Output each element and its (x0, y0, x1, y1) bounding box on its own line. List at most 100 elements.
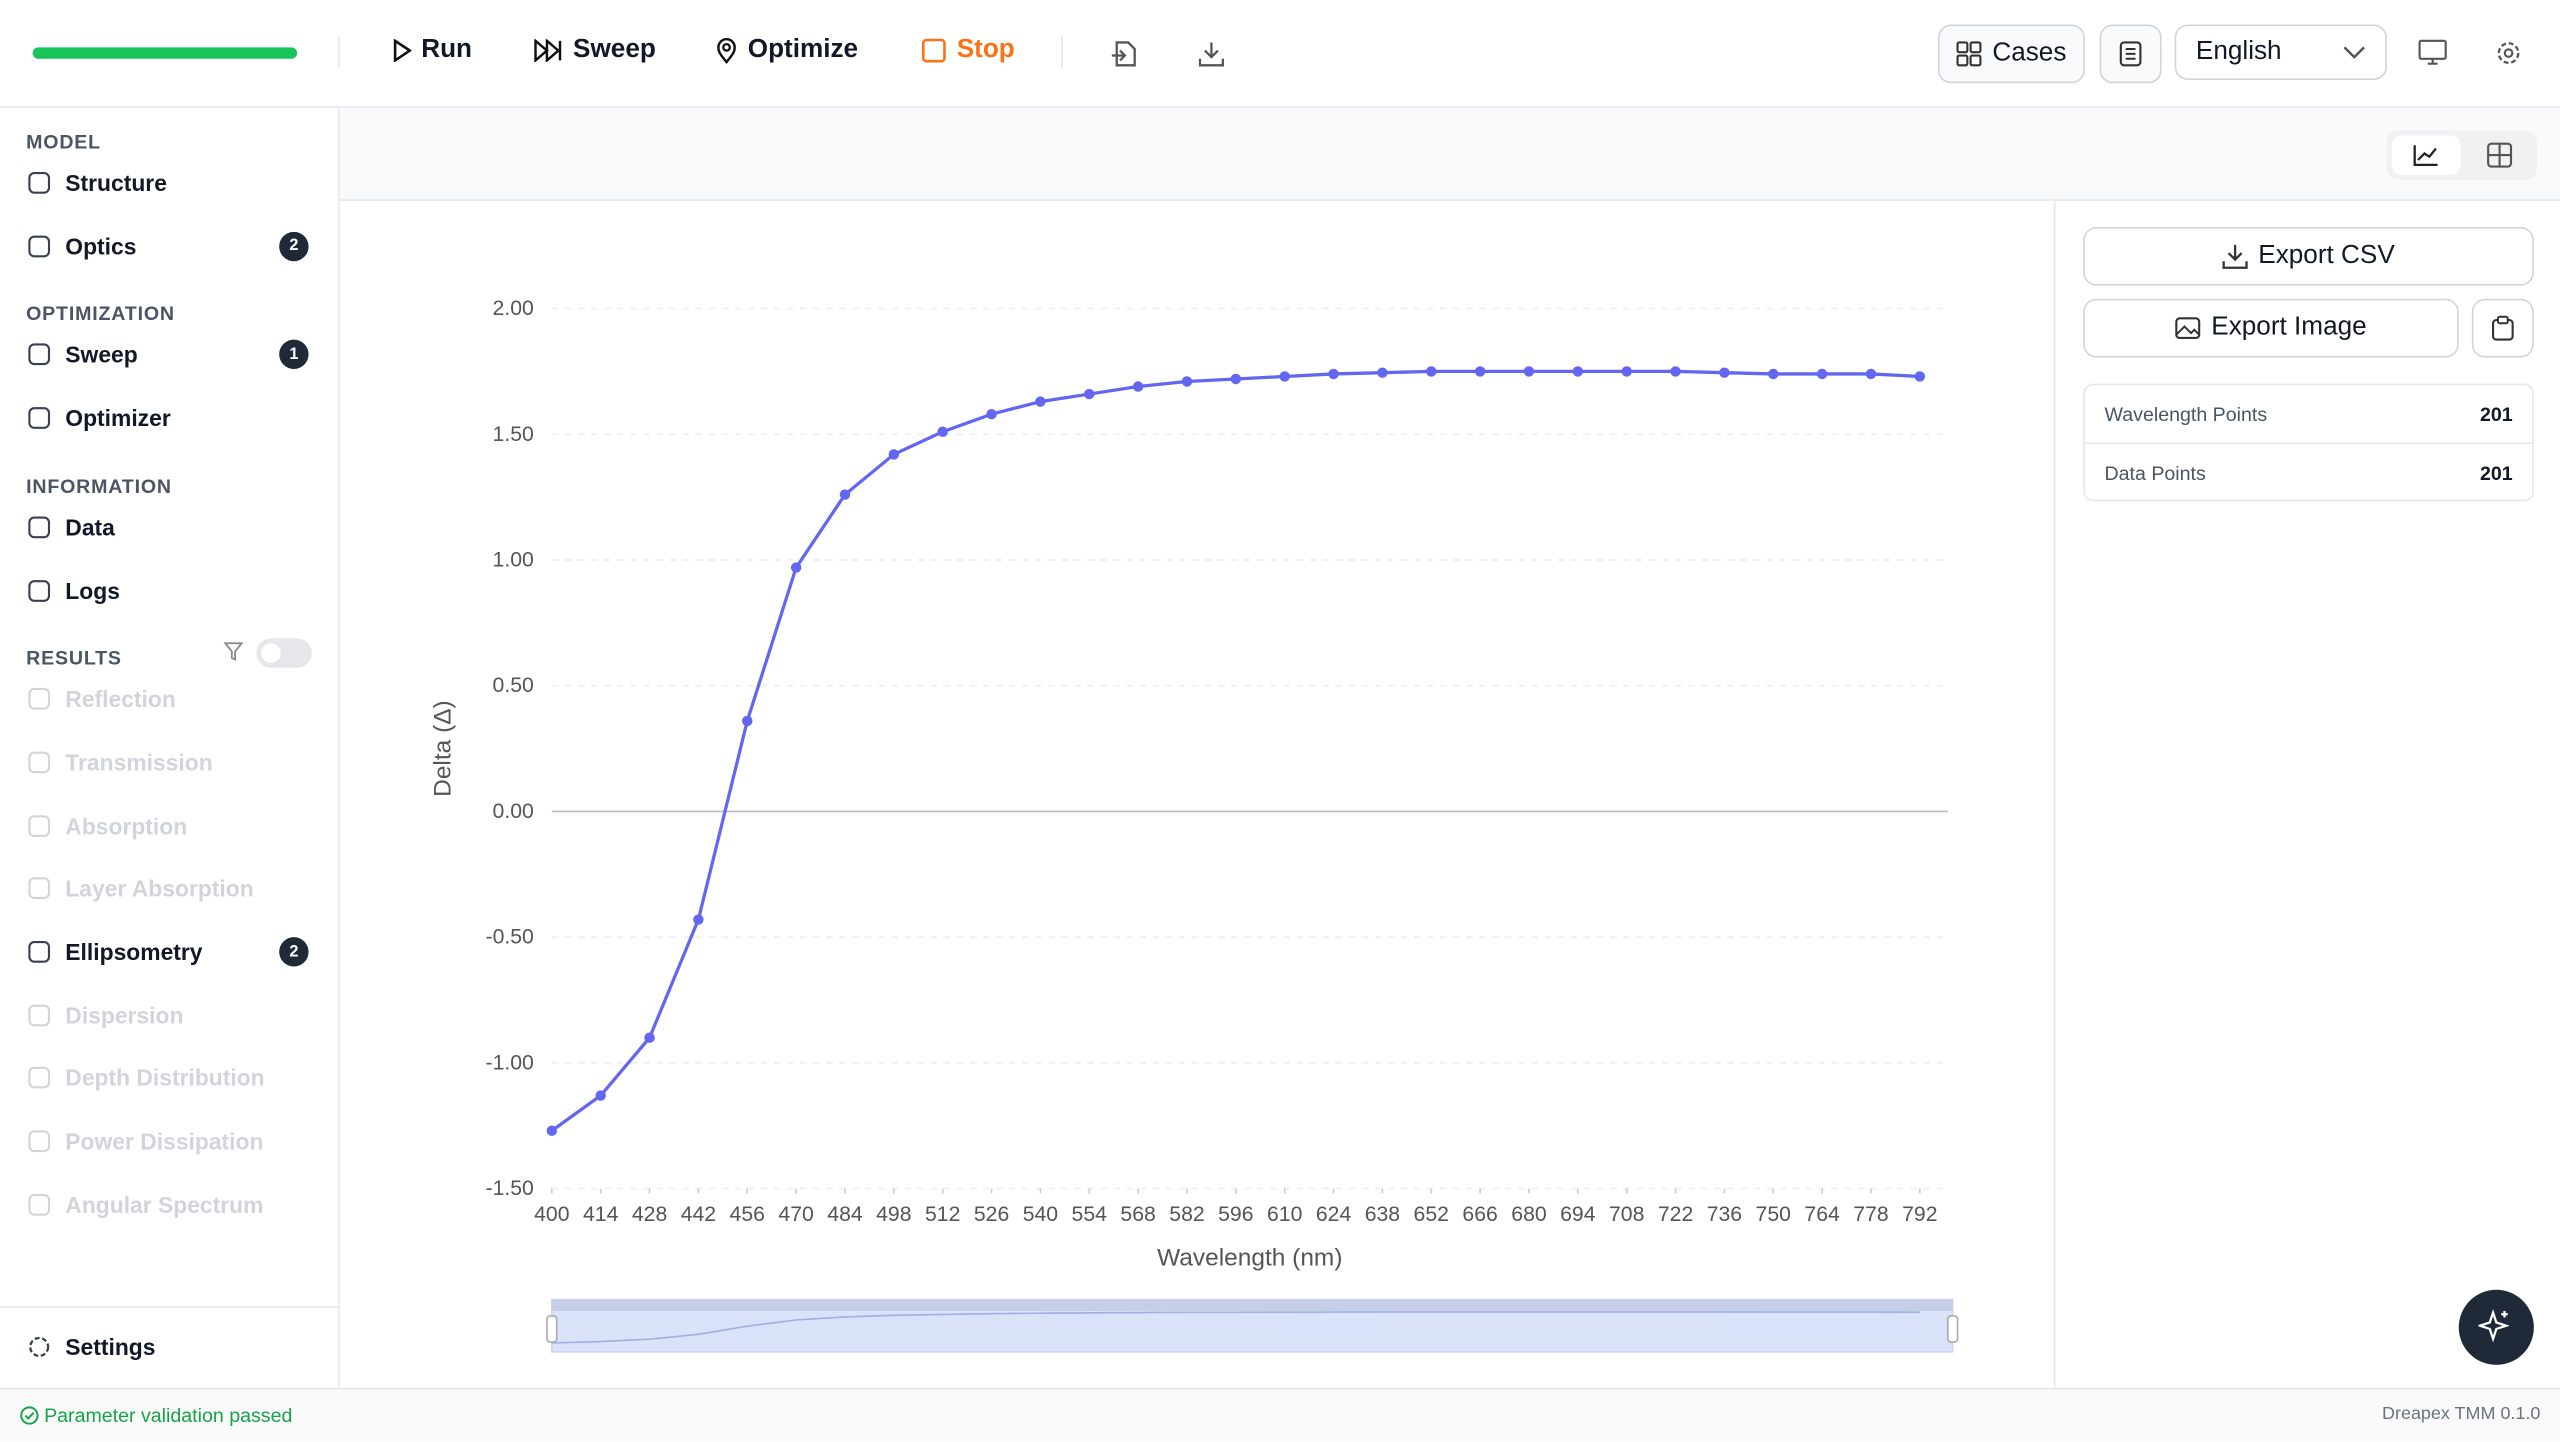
item-label: Logs (65, 577, 120, 604)
x-tick-label: 736 (1707, 1203, 1742, 1226)
x-tick-label: 414 (583, 1203, 619, 1226)
export-image-label: Export Image (2211, 313, 2367, 342)
icon (223, 642, 244, 662)
data-point (1816, 368, 1828, 380)
item-label: Optimizer (65, 405, 171, 432)
icon (28, 940, 51, 963)
x-tick-label: 456 (730, 1203, 765, 1226)
stat-value: 201 (2479, 403, 2513, 427)
toolbar: Run Sweep Optimize Stop Cases English (0, 0, 2560, 108)
data-point (1279, 371, 1290, 382)
display-icon[interactable] (2418, 39, 2447, 65)
x-tick-label: 554 (1072, 1203, 1108, 1226)
icon (28, 171, 51, 194)
y-tick-label: 2.00 (493, 297, 534, 320)
item-icon (28, 814, 51, 837)
assistant-button[interactable] (2458, 1289, 2534, 1365)
sidebar-item[interactable]: Data (26, 507, 312, 546)
data-point (1914, 371, 1926, 382)
import-icon[interactable] (1110, 39, 1139, 68)
sidebar-item[interactable]: Ellipsometry 2 (26, 932, 312, 971)
x-tick-label: 680 (1511, 1203, 1546, 1226)
x-tick-label: 484 (827, 1203, 863, 1226)
cases-button[interactable]: Cases (1937, 24, 2085, 84)
icon (28, 516, 51, 538)
item-label: Transmission (65, 749, 213, 776)
x-axis-label: Wavelength (nm) (1157, 1244, 1342, 1271)
data-point (1377, 367, 1388, 378)
filter-toggle (256, 638, 312, 669)
main: -1.50 -1.00 -0.50 0.00 0.50 1.00 1.50 2.00 400 41… (339, 107, 2560, 1388)
export-image-button[interactable]: Export Image (2083, 298, 2459, 358)
section-title: MODEL (26, 130, 101, 154)
x-tick-label: 470 (778, 1203, 813, 1226)
item-icon (28, 1067, 51, 1090)
item-label: Ellipsometry (65, 938, 203, 965)
x-tick-label: 708 (1609, 1203, 1644, 1226)
data-point (693, 914, 704, 925)
export-csv-button[interactable]: Export CSV (2083, 226, 2534, 286)
item-icon (28, 1130, 51, 1153)
divider (337, 35, 340, 69)
icon (28, 1193, 51, 1216)
optimize-button[interactable]: Optimize (715, 36, 858, 65)
item-icon (28, 344, 51, 366)
sidebar-item: Angular Spectrum (26, 1185, 312, 1224)
table-view-button[interactable] (2487, 142, 2513, 168)
sweep-button[interactable]: Sweep (534, 36, 656, 65)
y-tick-label: -1.50 (486, 1177, 534, 1200)
item-icon (28, 1193, 51, 1216)
sidebar-item: Reflection (26, 679, 312, 718)
item-label: Layer Absorption (65, 875, 254, 902)
sidebar-item: Depth Distribution (26, 1059, 312, 1098)
sidebar-item[interactable]: Sweep 1 (26, 335, 312, 374)
y-axis-label: Delta (Δ) (430, 700, 457, 797)
data-point (888, 449, 900, 460)
divider (0, 1306, 338, 1308)
download-icon[interactable] (1197, 39, 1226, 68)
stat-value: 201 (2479, 462, 2513, 485)
icon (29, 1336, 50, 1358)
language-select[interactable]: English (2174, 24, 2387, 80)
notes-button[interactable] (2099, 24, 2162, 84)
x-tick-label: 512 (925, 1203, 960, 1226)
sidebar-item[interactable]: Logs (26, 571, 312, 610)
x-tick-label: 442 (681, 1203, 716, 1226)
icon (28, 235, 51, 257)
data-point (1865, 368, 1877, 380)
chart-view-button[interactable] (2391, 135, 2461, 175)
x-tick-label: 568 (1120, 1203, 1155, 1226)
sidebar-item[interactable]: Settings (26, 1327, 312, 1366)
run-label: Run (421, 35, 473, 64)
sidebar-item[interactable]: Optics 2 (26, 226, 312, 265)
data-point (1523, 366, 1535, 377)
item-icon (28, 688, 51, 710)
sidebar: MODEL Structure Optics 2 OPTIMIZATION Sweep 1 O… (0, 107, 340, 1388)
x-tick-label: 638 (1365, 1203, 1400, 1226)
icon (28, 344, 51, 366)
icon (28, 579, 51, 602)
data-point (986, 408, 997, 420)
status-text: Parameter validation passed (44, 1404, 293, 1427)
icon (28, 751, 51, 774)
x-tick-label: 750 (1756, 1203, 1791, 1226)
x-tick-label: 652 (1414, 1203, 1449, 1226)
x-tick-label: 694 (1560, 1203, 1596, 1226)
item-label: Absorption (65, 812, 188, 839)
x-tick-label: 610 (1267, 1203, 1302, 1226)
settings-icon[interactable] (2495, 39, 2523, 67)
sidebar-item[interactable]: Structure (26, 163, 312, 202)
stop-button[interactable]: Stop (921, 36, 1015, 65)
sidebar-item: Layer Absorption (26, 869, 312, 908)
sidebar-item[interactable]: Optimizer (26, 399, 312, 438)
item-icon (28, 579, 51, 602)
copy-button[interactable] (2471, 298, 2534, 358)
item-label: Settings (65, 1333, 156, 1360)
x-tick-label: 722 (1658, 1203, 1693, 1226)
run-button[interactable]: Run (392, 36, 472, 65)
item-icon (28, 235, 51, 257)
item-label: Reflection (65, 686, 176, 713)
item-icon (28, 1004, 51, 1026)
divider (2053, 200, 2056, 1388)
x-tick-label: 792 (1902, 1203, 1937, 1226)
